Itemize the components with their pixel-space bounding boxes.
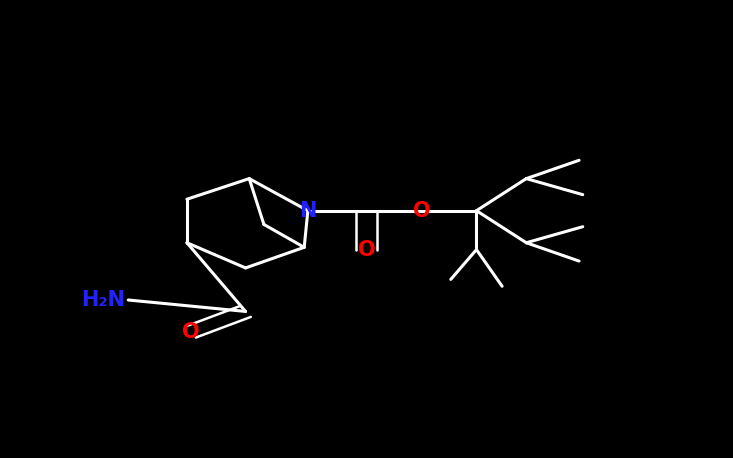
Text: O: O [358, 240, 375, 260]
Text: H₂N: H₂N [81, 290, 125, 310]
Text: O: O [182, 322, 199, 342]
Text: O: O [413, 201, 430, 221]
Text: N: N [299, 201, 317, 221]
